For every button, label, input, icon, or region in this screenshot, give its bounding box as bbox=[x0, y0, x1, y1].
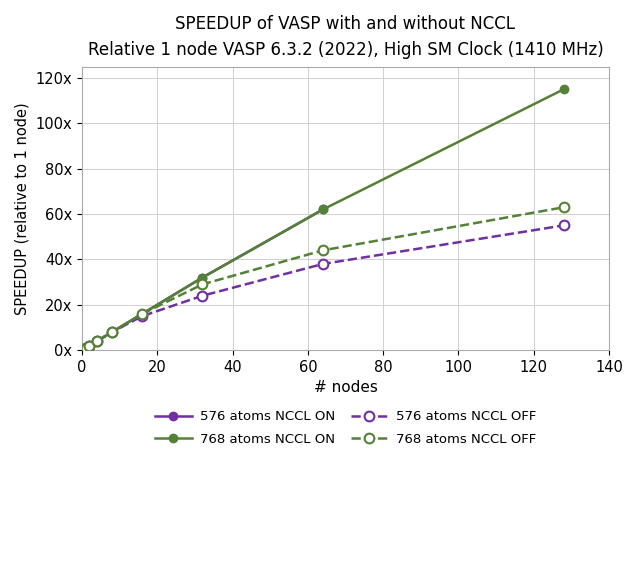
X-axis label: # nodes: # nodes bbox=[313, 380, 378, 395]
Y-axis label: SPEEDUP (relative to 1 node): SPEEDUP (relative to 1 node) bbox=[15, 102, 30, 315]
Title: SPEEDUP of VASP with and without NCCL
Relative 1 node VASP 6.3.2 (2022), High SM: SPEEDUP of VASP with and without NCCL Re… bbox=[87, 15, 604, 59]
Legend: 576 atoms NCCL ON, 768 atoms NCCL ON, 576 atoms NCCL OFF, 768 atoms NCCL OFF: 576 atoms NCCL ON, 768 atoms NCCL ON, 57… bbox=[150, 405, 541, 451]
